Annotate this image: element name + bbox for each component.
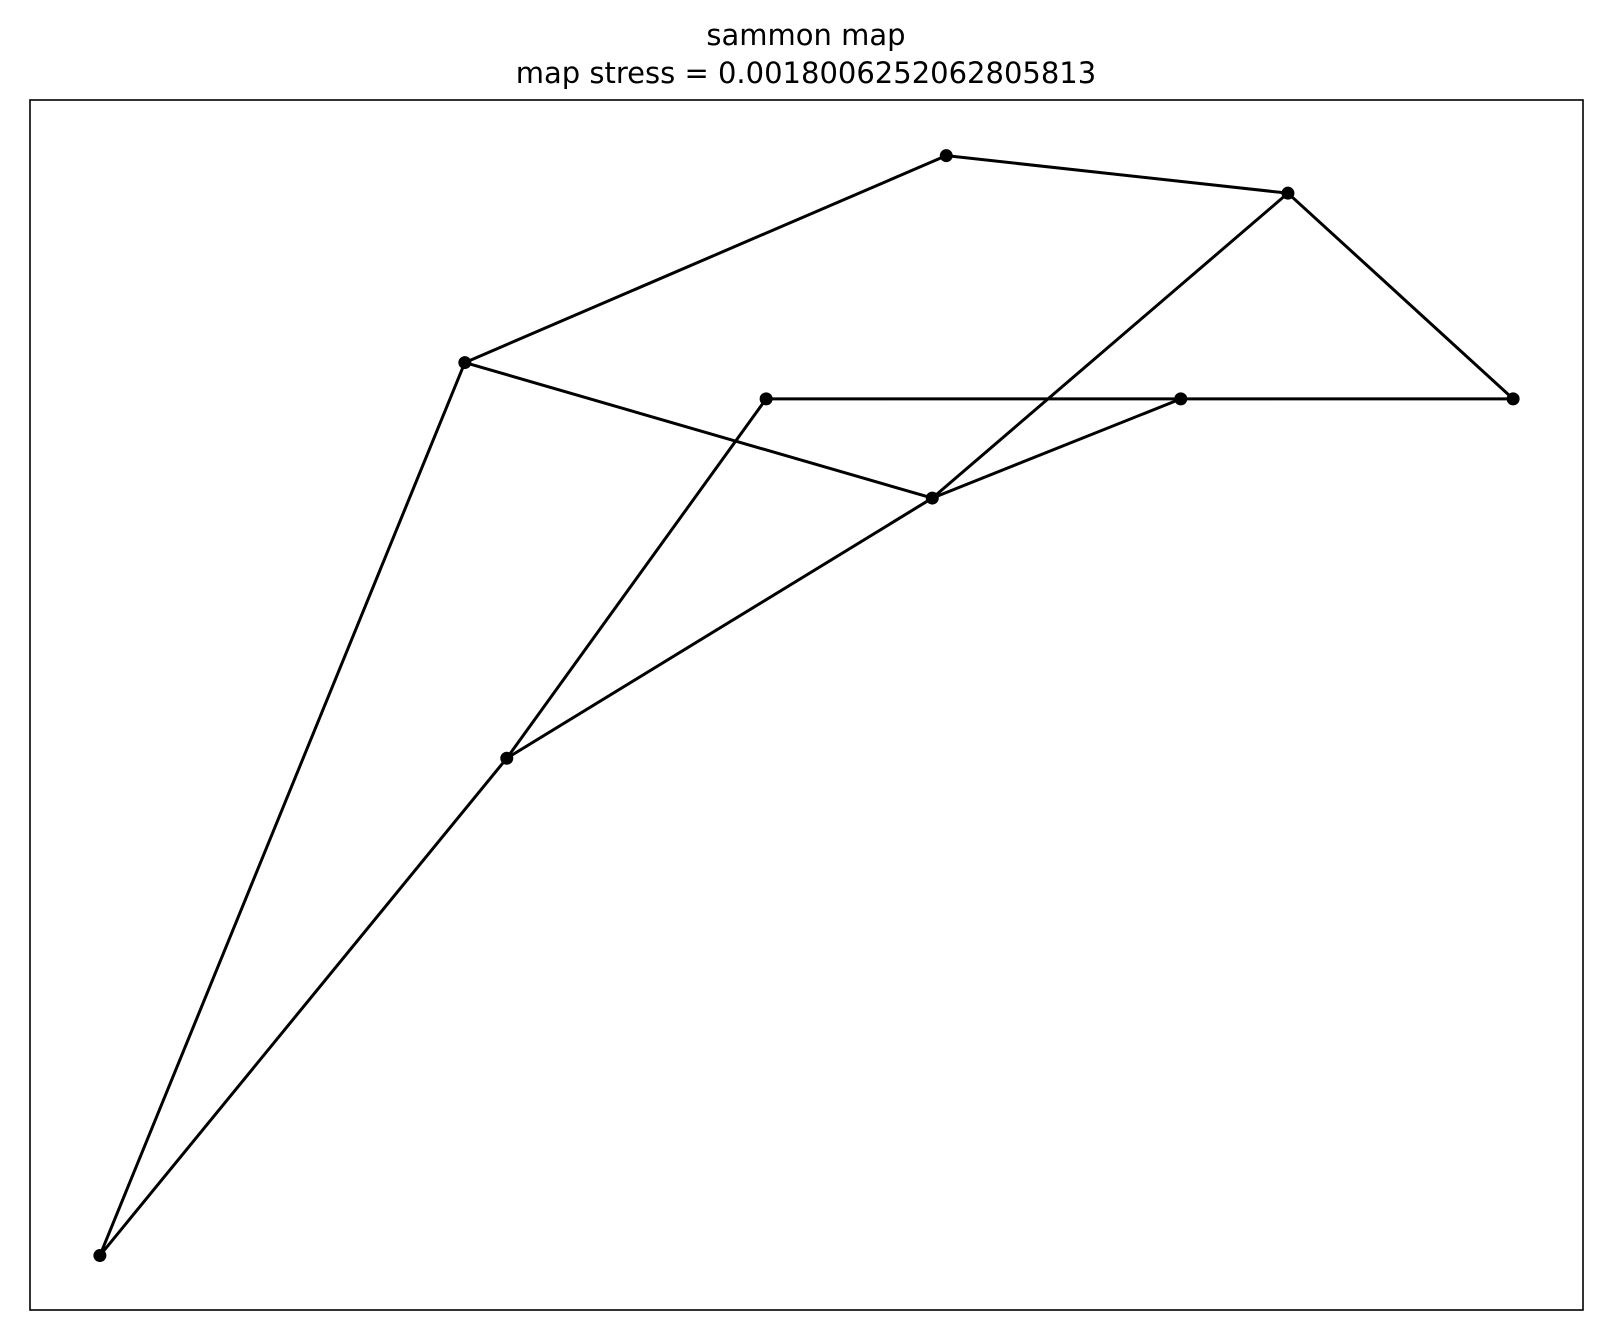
edges-layer <box>98 154 1515 1258</box>
map-point-6 <box>1174 392 1188 406</box>
map-point-8 <box>759 392 773 406</box>
map-point-5 <box>1506 392 1520 406</box>
plot-frame <box>29 99 1584 1311</box>
map-point-2 <box>458 356 472 370</box>
map-edge-6 <box>944 154 1290 195</box>
map-edge-8 <box>930 191 1290 500</box>
map-edge-7 <box>1286 191 1515 401</box>
map-edge-3 <box>505 496 934 760</box>
map-point-1 <box>500 751 514 765</box>
map-edge-11 <box>930 397 1183 500</box>
map-edge-5 <box>463 361 934 500</box>
chart-title: sammon map <box>706 18 905 52</box>
map-edge-0 <box>98 756 509 1258</box>
map-edge-2 <box>505 397 768 760</box>
map-point-0 <box>93 1249 107 1263</box>
chart-subtitle: map stress = 0.0018006252062805813 <box>516 56 1096 90</box>
map-point-3 <box>939 149 953 163</box>
map-point-7 <box>925 491 939 505</box>
map-edge-4 <box>463 154 948 365</box>
nodes-layer <box>93 149 1520 1263</box>
map-edge-1 <box>98 361 467 1258</box>
map-point-4 <box>1281 186 1295 200</box>
